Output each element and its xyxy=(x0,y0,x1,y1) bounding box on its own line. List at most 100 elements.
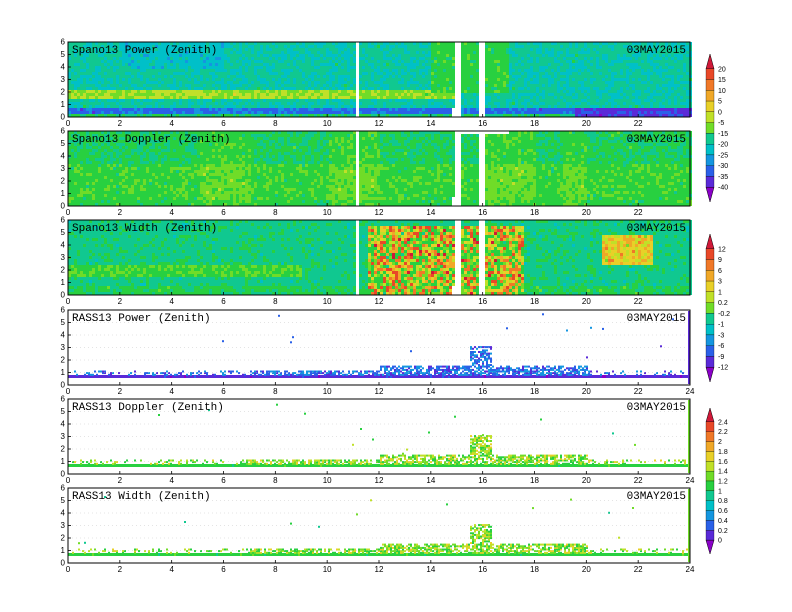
data-cell xyxy=(104,57,107,60)
data-cell xyxy=(584,63,587,66)
data-cell xyxy=(665,57,668,60)
data-cell xyxy=(377,90,380,93)
data-cell xyxy=(644,84,647,87)
data-cell xyxy=(179,84,182,87)
data-cell xyxy=(512,57,515,60)
data-cell xyxy=(95,75,98,78)
data-cell xyxy=(113,57,116,60)
data-cell xyxy=(638,75,641,78)
data-cell xyxy=(680,90,683,93)
data-cell xyxy=(653,96,656,99)
data-cell xyxy=(536,75,539,78)
data-cell xyxy=(512,102,515,105)
data-cell xyxy=(614,66,617,69)
data-cell xyxy=(236,93,239,96)
data-cell xyxy=(572,105,575,108)
data-cell xyxy=(542,54,545,57)
data-cell xyxy=(344,87,347,90)
data-cell xyxy=(272,108,275,111)
data-cell xyxy=(506,84,509,87)
data-cell xyxy=(242,54,245,57)
data-cell xyxy=(488,63,491,66)
data-cell xyxy=(317,54,320,57)
data-cell xyxy=(533,57,536,60)
data-cell xyxy=(446,93,449,96)
data-cell xyxy=(167,66,170,69)
data-cell xyxy=(233,84,236,87)
data-cell xyxy=(611,108,614,111)
data-cell xyxy=(227,87,230,90)
data-cell xyxy=(425,99,428,102)
data-cell xyxy=(611,51,614,54)
data-cell xyxy=(95,108,98,111)
data-cell xyxy=(101,105,104,108)
data-cell xyxy=(98,60,101,63)
data-cell xyxy=(644,69,647,72)
data-cell xyxy=(320,102,323,105)
data-cell xyxy=(245,72,248,75)
data-cell xyxy=(335,54,338,57)
data-cell xyxy=(602,78,605,81)
data-cell xyxy=(320,75,323,78)
data-cell xyxy=(71,63,74,66)
data-cell xyxy=(617,78,620,81)
data-cell xyxy=(644,57,647,60)
data-cell xyxy=(275,51,278,54)
data-cell xyxy=(344,99,347,102)
data-cell xyxy=(116,60,119,63)
data-cell xyxy=(125,108,128,111)
data-cell xyxy=(143,66,146,69)
data-cell xyxy=(347,105,350,108)
data-cell xyxy=(371,84,374,87)
data-cell xyxy=(617,48,620,51)
data-cell xyxy=(500,69,503,72)
data-cell xyxy=(500,99,503,102)
data-cell xyxy=(647,99,650,102)
data-cell xyxy=(140,84,143,87)
data-cell xyxy=(629,84,632,87)
data-cell xyxy=(242,48,245,51)
data-cell xyxy=(464,111,467,114)
data-cell xyxy=(71,66,74,69)
data-cell xyxy=(77,78,80,81)
data-cell xyxy=(338,93,341,96)
data-cell xyxy=(551,111,554,114)
data-cell xyxy=(506,96,509,99)
data-cell xyxy=(161,93,164,96)
data-cell xyxy=(269,45,272,48)
data-cell xyxy=(671,63,674,66)
data-cell xyxy=(179,75,182,78)
data-cell xyxy=(251,111,254,114)
data-cell xyxy=(296,96,299,99)
data-cell xyxy=(659,108,662,111)
data-cell xyxy=(272,99,275,102)
data-cell xyxy=(467,54,470,57)
data-cell xyxy=(317,69,320,72)
data-cell xyxy=(335,87,338,90)
data-cell xyxy=(386,51,389,54)
data-cell xyxy=(86,111,89,114)
data-cell xyxy=(146,84,149,87)
data-cell xyxy=(392,87,395,90)
data-cell xyxy=(224,54,227,57)
data-cell xyxy=(494,54,497,57)
data-cell xyxy=(224,84,227,87)
data-cell xyxy=(131,84,134,87)
data-cell xyxy=(464,54,467,57)
data-cell xyxy=(647,93,650,96)
data-cell xyxy=(332,69,335,72)
data-cell xyxy=(224,57,227,60)
data-cell xyxy=(317,63,320,66)
data-cell xyxy=(446,81,449,84)
data-cell xyxy=(173,78,176,81)
data-cell xyxy=(353,60,356,63)
data-cell xyxy=(506,54,509,57)
data-cell xyxy=(554,63,557,66)
data-cell xyxy=(626,105,629,108)
data-cell xyxy=(362,48,365,51)
data-cell xyxy=(302,54,305,57)
data-cell xyxy=(314,51,317,54)
data-cell xyxy=(410,99,413,102)
data-cell xyxy=(275,60,278,63)
data-cell xyxy=(239,111,242,114)
